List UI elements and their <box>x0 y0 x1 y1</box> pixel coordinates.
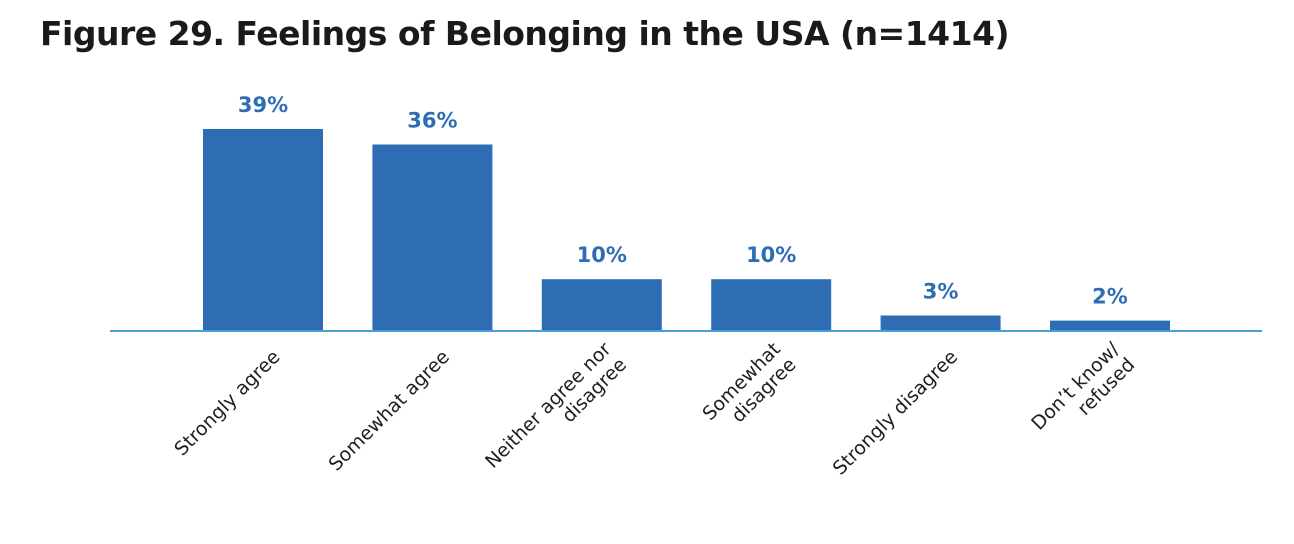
x-tick-label: Neither agree nordisagree <box>481 338 631 488</box>
bar <box>203 129 323 331</box>
value-labels-group: 39% 36% 10% 10% 3% 2% <box>238 93 1128 309</box>
x-tick-label: Somewhat agree <box>324 346 453 475</box>
bars-group <box>203 129 1170 331</box>
tick-labels-group: Strongly agree Somewhat agree Neither agre… <box>170 338 1139 488</box>
x-tick-label: Strongly disagree <box>829 346 963 480</box>
bar-value-label: 36% <box>407 109 457 133</box>
bar-value-label: 10% <box>746 243 796 267</box>
x-tick-label: Somewhatdisagree <box>698 338 800 440</box>
chart-title: Figure 29. Feelings of Belonging in the … <box>40 14 1010 53</box>
x-tick-label-line: Strongly agree <box>170 346 284 460</box>
x-tick-label: Strongly agree <box>170 346 284 460</box>
bar-value-label: 3% <box>923 280 959 304</box>
bar <box>880 315 1001 331</box>
x-tick-label: Don’t know/refused <box>1027 338 1139 450</box>
x-tick-label-line: Strongly disagree <box>829 346 963 480</box>
bar <box>711 279 832 331</box>
bar <box>1050 320 1170 331</box>
bar-value-label: 39% <box>238 93 288 117</box>
x-tick-label-line: Somewhat agree <box>324 346 453 475</box>
bar-value-label: 2% <box>1092 285 1128 309</box>
bar <box>541 279 662 331</box>
bar-value-label: 10% <box>577 243 627 267</box>
x-tick-label-line: Neither agree nor <box>481 338 616 473</box>
bar <box>372 144 493 331</box>
